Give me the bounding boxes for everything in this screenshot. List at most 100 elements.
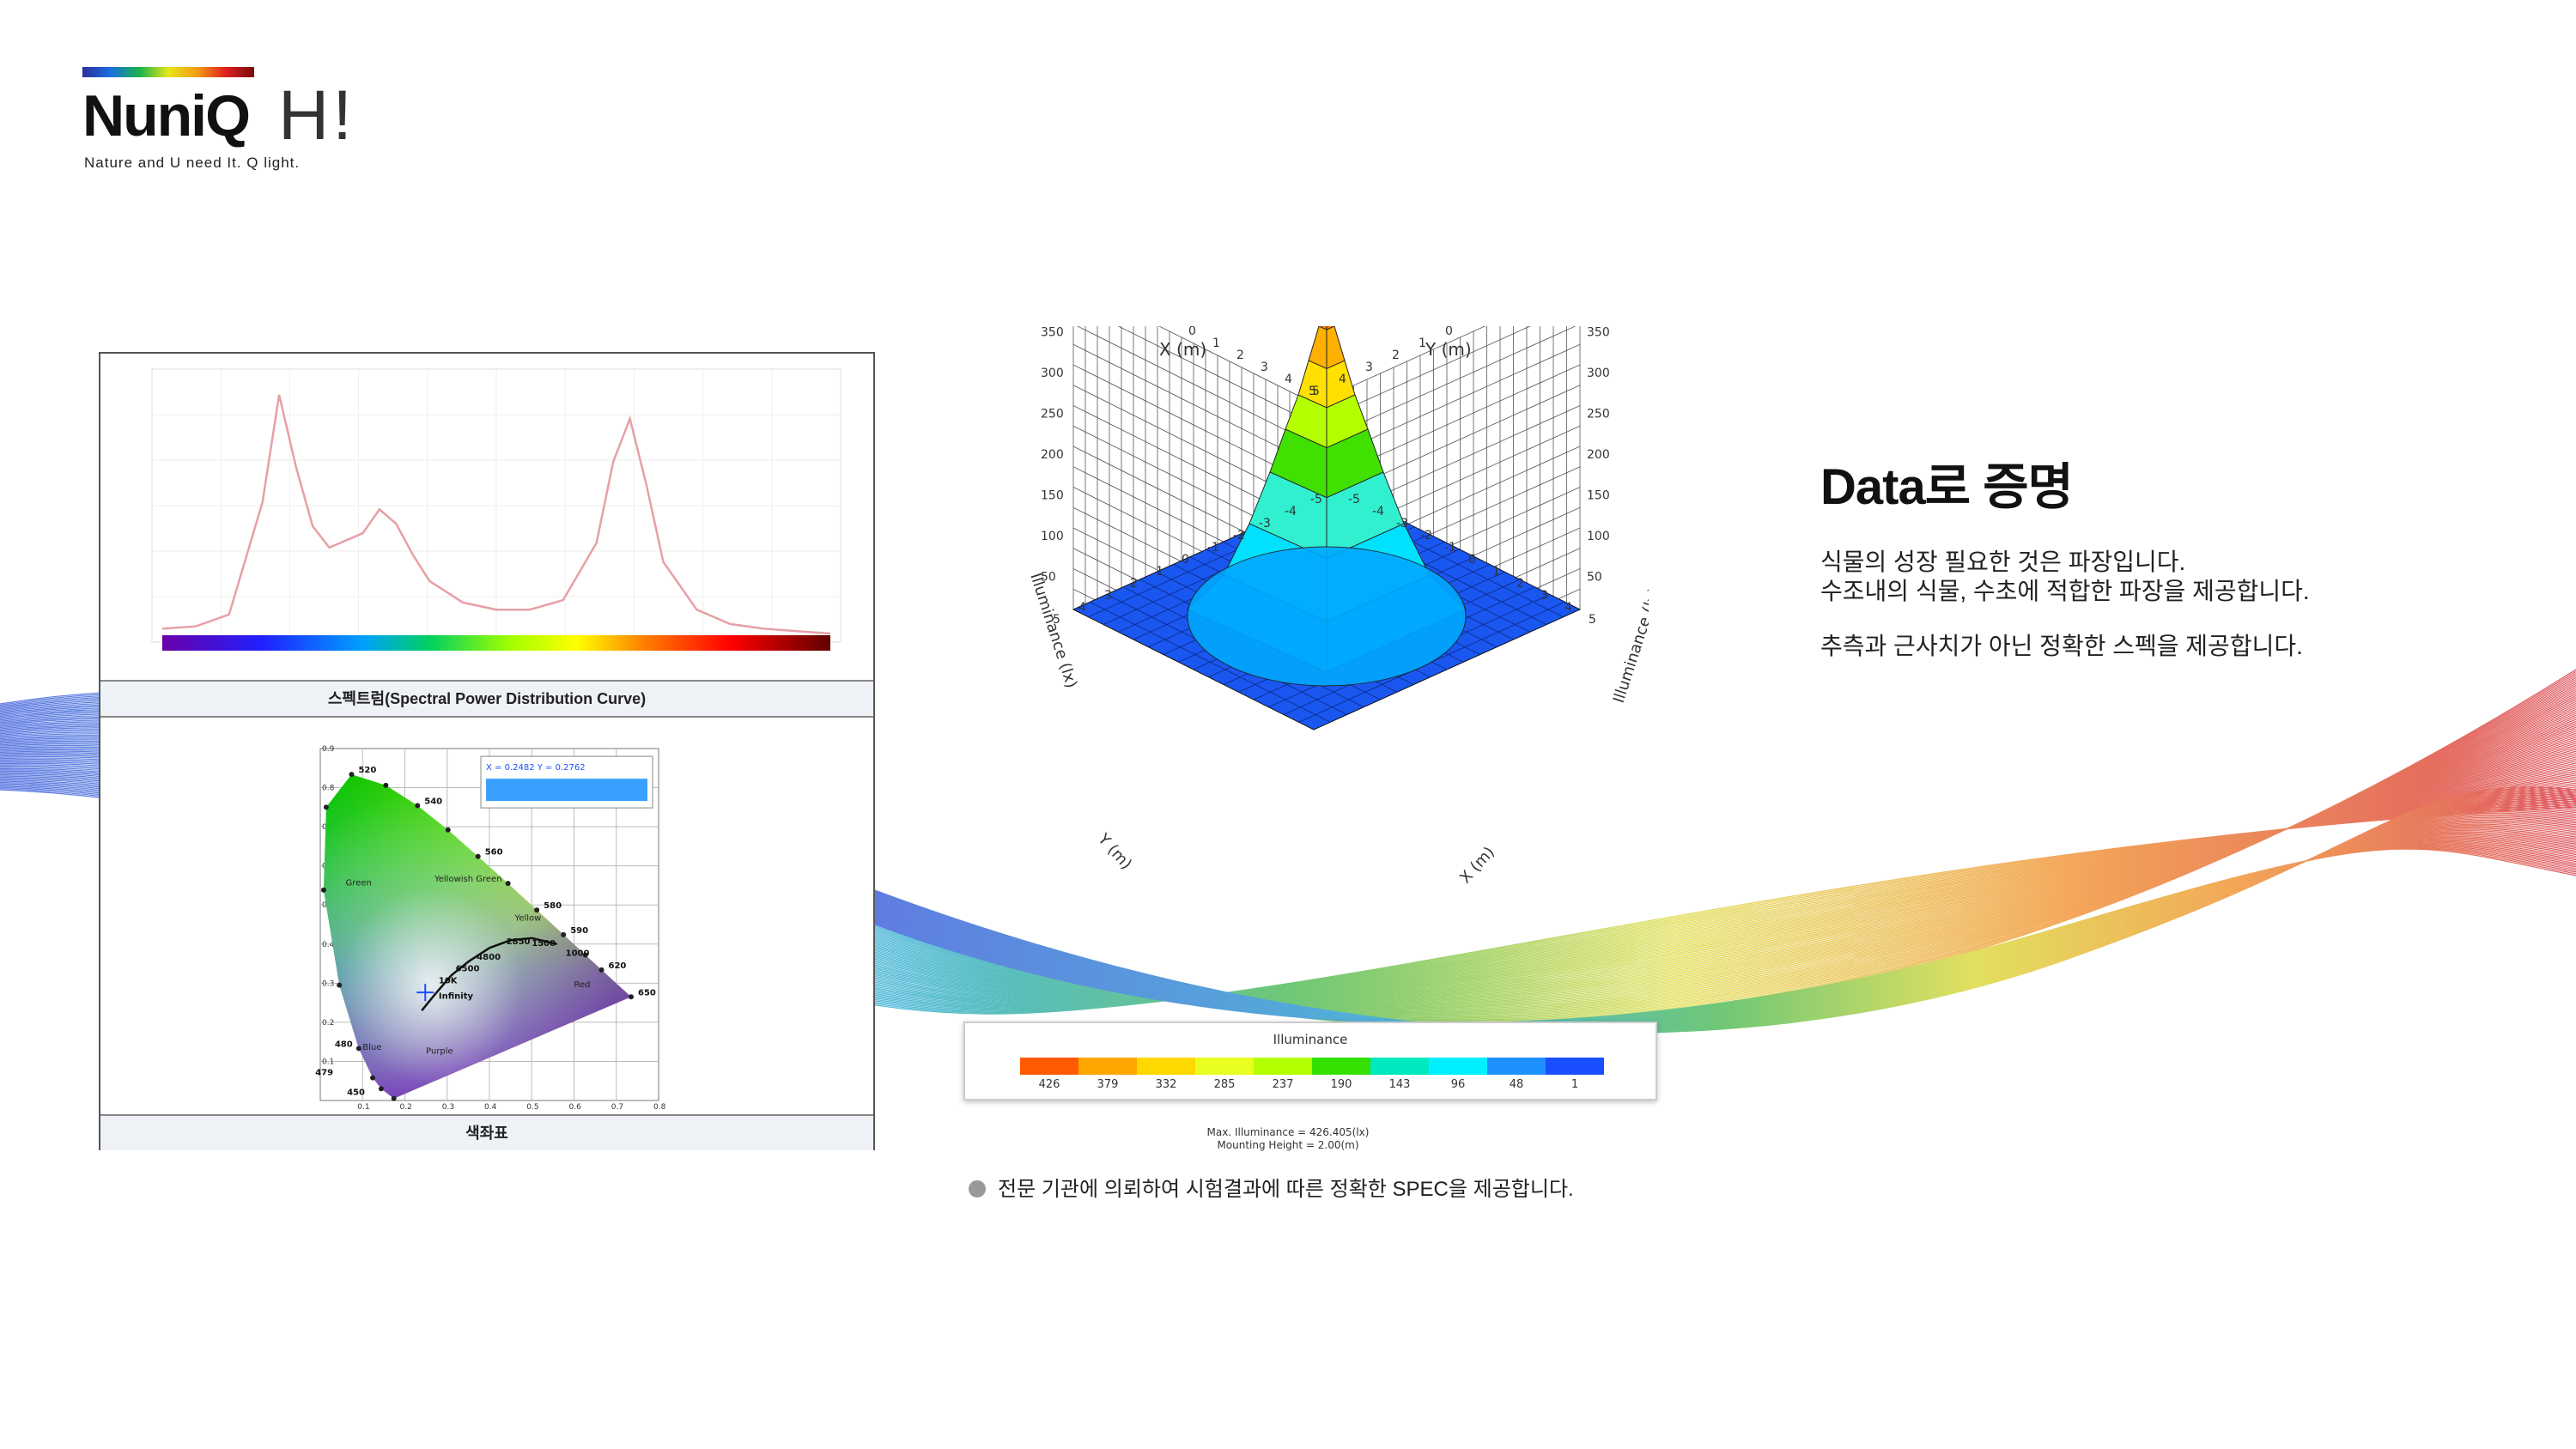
max-illuminance-line: Max. Illuminance = 426.405(lx) [1206, 1126, 1370, 1138]
cie-y-tick: 0.8 [322, 785, 335, 793]
cie-wavelength-label: 450 [347, 1088, 365, 1097]
x-tick-label-bottom: -4 [1372, 505, 1384, 518]
y-tick-label: 0 [1445, 326, 1453, 338]
cie-wavelength-label: 520 [358, 766, 376, 775]
cie-x-tick: 0.7 [611, 1103, 623, 1112]
legend-swatch [1370, 1058, 1429, 1075]
spectrum-curve [161, 394, 831, 635]
legend-swatch [1254, 1058, 1312, 1075]
legend-swatch [1546, 1058, 1604, 1075]
cie-y-tick: 0.2 [322, 1019, 334, 1028]
spectral-locus-dot [337, 982, 343, 988]
spectral-locus-dot [391, 1095, 397, 1101]
logo-tagline: Nature and U need It. Q light. [84, 155, 301, 171]
cie-x-tick: 0.3 [442, 1103, 454, 1112]
y-tick-label: 5 [1312, 385, 1320, 398]
spectral-locus-dot [628, 994, 634, 1000]
x-tick-label-bottom: 2 [1516, 577, 1524, 591]
y-tick-label-bottom: -3 [1259, 517, 1271, 530]
legend-label: 96 [1450, 1078, 1466, 1091]
y-tick-label-bottom: 2 [1130, 577, 1138, 591]
spectral-locus-dot [582, 952, 588, 958]
z-tick-label: 100 [1041, 530, 1064, 543]
z-tick-label: 50 [1587, 571, 1602, 585]
cie-wavelength-label: 540 [424, 797, 442, 807]
spectral-locus-dot [475, 853, 481, 859]
x-tick-label: 5 [1309, 385, 1316, 398]
spectral-locus-dot [383, 782, 389, 788]
cie-region-label: Yellow [514, 913, 542, 923]
z-tick-label: 150 [1587, 489, 1610, 503]
body-line-3: 추측과 근사치가 아닌 정확한 스펙을 제공합니다. [1820, 633, 2303, 659]
legend-label: 332 [1155, 1078, 1177, 1091]
copy-block: Data로 증명 식물의 성장 필요한 것은 파장입니다. 수조내의 식물, 수… [1820, 446, 2507, 661]
cie-region-label: Purple [426, 1046, 453, 1056]
y-tick-label-bottom: 0 [1182, 553, 1189, 567]
cie-cct-label: 1500 [532, 939, 556, 949]
cie-x-tick: 0.5 [526, 1103, 538, 1112]
cie-readout-text: X = 0.2482 Y = 0.2762 [486, 763, 586, 773]
spectral-locus-dot [349, 772, 355, 778]
legend-swatch [1312, 1058, 1370, 1075]
cie-y-tick: 0.1 [322, 1058, 334, 1066]
legend-label: 48 [1509, 1078, 1524, 1091]
cie-x-tick: 0.1 [357, 1103, 369, 1112]
cie-region-label: Yellowish Green [434, 875, 502, 884]
headline: Data로 증명 [1820, 459, 2074, 515]
spectral-locus-dot [415, 803, 421, 809]
legend-label: 143 [1388, 1078, 1411, 1091]
cie-wavelength-label: 479 [315, 1069, 333, 1078]
x-tick-label-bottom: 3 [1540, 589, 1548, 603]
z-tick-label: 200 [1041, 448, 1064, 462]
legend-label: 1 [1571, 1078, 1579, 1091]
legend-swatch [1020, 1058, 1078, 1075]
x-tick-label-bottom: 4 [1564, 601, 1572, 615]
z-tick-label: 150 [1041, 489, 1064, 503]
cie-x-tick: 0.8 [653, 1103, 666, 1112]
spectral-locus-dot [534, 907, 540, 913]
y-tick-label: 3 [1365, 361, 1373, 374]
x-axis-label-bottom: X (m) [1456, 843, 1498, 887]
x-tick-label-bottom: 5 [1589, 613, 1596, 627]
cie-cct-label: 1000 [566, 949, 590, 958]
y-axis-label: Y (m) [1425, 339, 1472, 360]
legend-swatch [1078, 1058, 1137, 1075]
x-tick-label: 4 [1285, 373, 1292, 386]
cie-y-tick: 0.3 [322, 979, 334, 988]
spectral-locus-dot [323, 804, 329, 810]
brand-logo: NuniQ H! Nature and U need It. Q light. [82, 67, 374, 171]
z-tick-label: 350 [1587, 326, 1610, 340]
z-axis-label-left: Illuminance (lx) [1026, 571, 1080, 690]
cie-cct-label: 6500 [456, 965, 480, 974]
legend-swatch [1137, 1058, 1195, 1075]
x-tick-label-bottom: -1 [1444, 541, 1456, 555]
logo-brand-text: NuniQ [82, 83, 251, 149]
planckian-locus [421, 937, 558, 1011]
y-tick-label-bottom: 1 [1156, 565, 1163, 579]
y-tick-label: 4 [1339, 373, 1346, 386]
y-tick-label-bottom: -5 [1310, 493, 1322, 506]
legend-swatch [1195, 1058, 1254, 1075]
cie-wavelength-label: 480 [335, 1040, 353, 1049]
illuminance-cone-base [1187, 546, 1467, 687]
logo-hi-text: H! [278, 76, 355, 155]
cie-cct-label: 4800 [477, 953, 501, 962]
cie-chromaticity-chart: 0.10.20.30.40.50.60.70.80.10.20.30.40.50… [315, 745, 666, 1112]
footnote: 전문 기관에 의뢰하여 시험결과에 따른 정확한 SPEC을 제공합니다. [969, 1172, 1574, 1202]
x-tick-label-bottom: 1 [1492, 565, 1500, 579]
footnote-text: 전문 기관에 의뢰하여 시험결과에 따른 정확한 SPEC을 제공합니다. [998, 1178, 1574, 1201]
cie-wavelength-label: 560 [485, 848, 503, 858]
z-tick-label: 100 [1587, 530, 1610, 543]
x-tick-label: 2 [1236, 349, 1244, 362]
spectral-locus-dot [320, 887, 326, 893]
spectral-locus-dot [598, 967, 605, 973]
bullet-dot-icon [969, 1180, 986, 1197]
wavelength-color-bar [162, 635, 830, 651]
cie-y-tick: 0.4 [322, 941, 335, 949]
z-tick-label: 300 [1041, 367, 1064, 380]
y-tick-label-bottom: 3 [1104, 589, 1112, 603]
cie-region-label: Green [346, 878, 372, 888]
spectral-power-chart [151, 368, 841, 651]
cie-cct-label: Infinity [439, 992, 474, 1002]
z-tick-label: 350 [1041, 326, 1064, 340]
